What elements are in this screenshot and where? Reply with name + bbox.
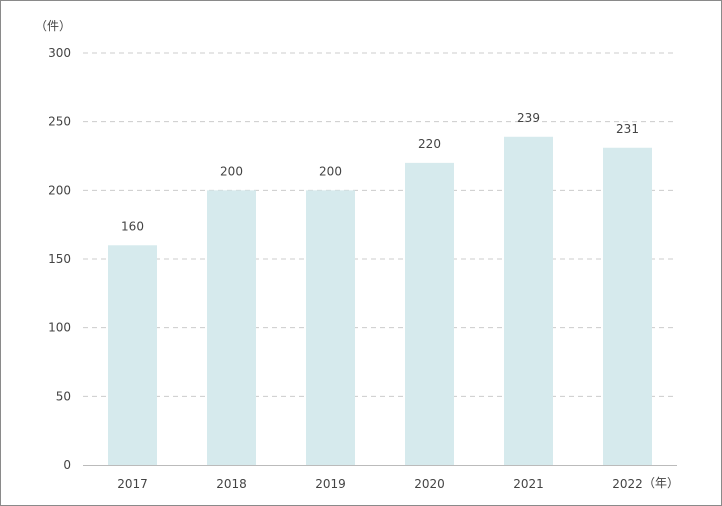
bar-2021 bbox=[504, 136, 553, 466]
y-tick-label-150: 150 bbox=[48, 252, 71, 266]
data-label-2018: 200 bbox=[220, 164, 243, 178]
data-label-2017: 160 bbox=[121, 219, 144, 233]
y-tick-label-200: 200 bbox=[48, 183, 71, 197]
x-axis-ticks: 2017 2018 2019 2020 2021 2022 bbox=[117, 477, 643, 491]
x-tick-label-2021: 2021 bbox=[513, 477, 544, 491]
y-axis-unit: （件） bbox=[35, 19, 71, 33]
x-tick-label-2022: 2022 bbox=[612, 477, 643, 491]
bar-2018 bbox=[207, 190, 256, 466]
data-label-2019: 200 bbox=[319, 164, 342, 178]
x-tick-label-2018: 2018 bbox=[216, 477, 247, 491]
y-tick-label-50: 50 bbox=[56, 389, 71, 403]
bar-2020 bbox=[405, 162, 454, 465]
x-tick-label-2019: 2019 bbox=[315, 477, 346, 491]
y-tick-label-100: 100 bbox=[48, 321, 71, 335]
y-axis-ticks: 0 50 100 150 200 250 300 bbox=[48, 46, 71, 472]
data-label-2020: 220 bbox=[418, 137, 441, 151]
y-tick-label-0: 0 bbox=[63, 458, 71, 472]
x-tick-label-2017: 2017 bbox=[117, 477, 148, 491]
bar-2022 bbox=[603, 147, 652, 465]
x-tick-label-2020: 2020 bbox=[414, 477, 445, 491]
data-label-2021: 239 bbox=[517, 111, 540, 125]
y-tick-label-250: 250 bbox=[48, 115, 71, 129]
data-label-2022: 231 bbox=[616, 122, 639, 136]
bars bbox=[108, 136, 652, 466]
y-tick-label-300: 300 bbox=[48, 46, 71, 60]
data-labels: 160 200 200 220 239 231 bbox=[121, 111, 639, 233]
gridlines bbox=[83, 52, 677, 397]
bar-2019 bbox=[306, 190, 355, 466]
bar-2017 bbox=[108, 245, 157, 465]
x-axis-unit: （年） bbox=[643, 476, 679, 490]
